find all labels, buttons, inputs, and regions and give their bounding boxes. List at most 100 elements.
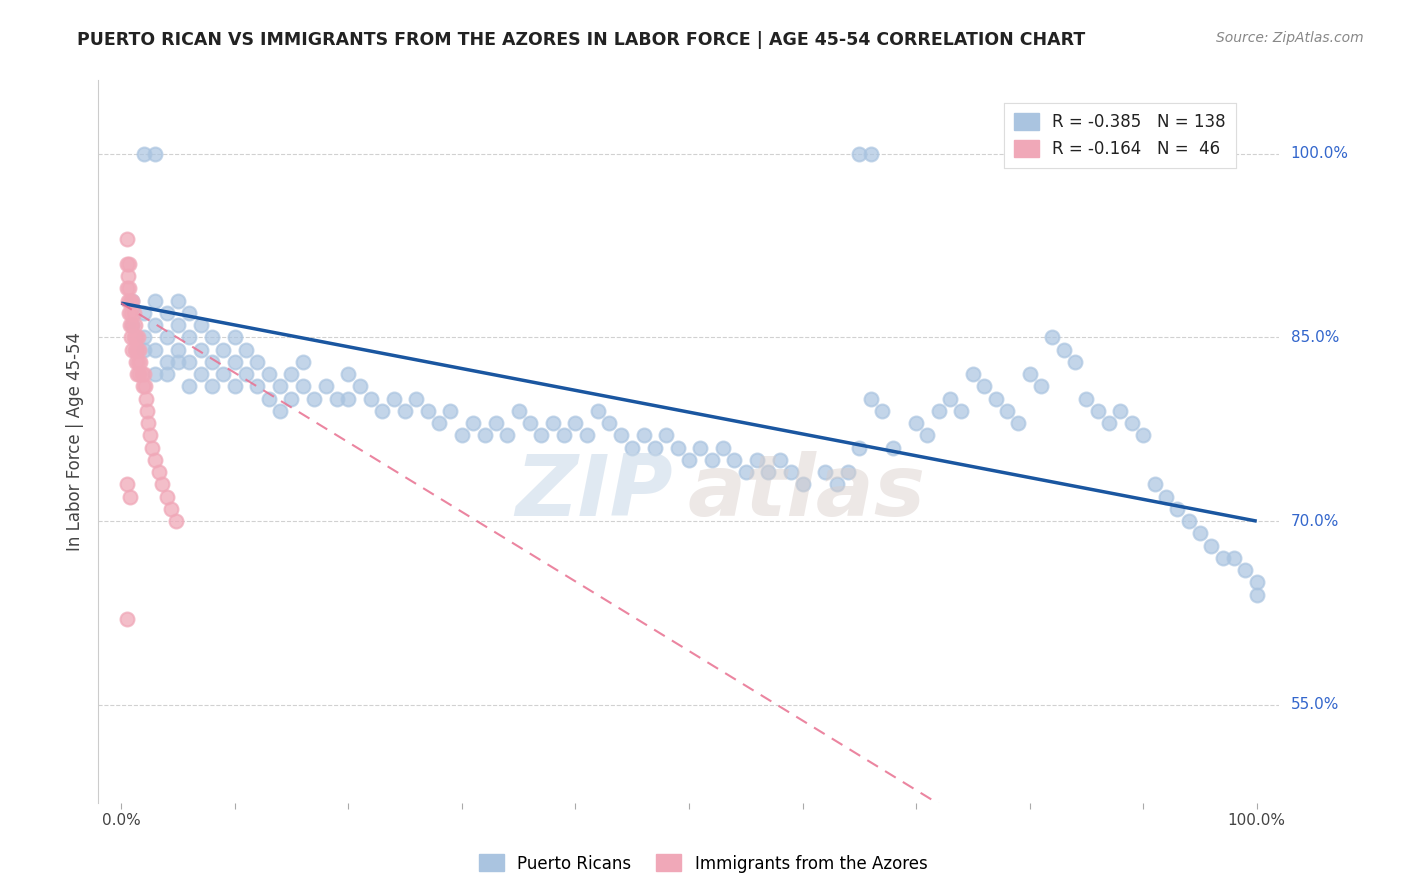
Point <box>859 146 882 161</box>
Point <box>1246 575 1268 590</box>
Point <box>326 392 349 406</box>
Point <box>132 379 155 393</box>
Point <box>450 428 472 442</box>
Point <box>122 306 145 320</box>
Point <box>121 293 143 308</box>
Point <box>129 355 152 369</box>
Text: ZIP: ZIP <box>516 450 673 533</box>
Point <box>598 416 620 430</box>
Point <box>155 367 177 381</box>
Point <box>1188 526 1211 541</box>
Point <box>1223 550 1246 565</box>
Point <box>917 428 939 442</box>
Point <box>586 404 609 418</box>
Point <box>382 392 405 406</box>
Point <box>224 379 246 393</box>
Point <box>939 392 962 406</box>
Point <box>427 416 450 430</box>
Point <box>485 416 508 430</box>
Point <box>235 343 257 357</box>
Point <box>125 355 148 369</box>
Point <box>689 441 711 455</box>
Point <box>825 477 848 491</box>
Point <box>128 343 150 357</box>
Point <box>120 330 142 344</box>
Point <box>984 392 1007 406</box>
Point <box>235 367 257 381</box>
Point <box>167 343 190 357</box>
Point <box>973 379 995 393</box>
Point <box>1132 428 1154 442</box>
Point <box>337 367 360 381</box>
Point <box>143 453 166 467</box>
Point <box>1201 539 1223 553</box>
Point <box>621 441 644 455</box>
Point <box>405 392 427 406</box>
Point <box>115 477 138 491</box>
Point <box>124 318 146 333</box>
Point <box>246 355 269 369</box>
Point <box>519 416 541 430</box>
Point <box>848 441 870 455</box>
Point <box>136 404 159 418</box>
Text: PUERTO RICAN VS IMMIGRANTS FROM THE AZORES IN LABOR FORCE | AGE 45-54 CORRELATIO: PUERTO RICAN VS IMMIGRANTS FROM THE AZOR… <box>77 31 1085 49</box>
Text: Source: ZipAtlas.com: Source: ZipAtlas.com <box>1216 31 1364 45</box>
Point <box>246 379 269 393</box>
Point <box>666 441 689 455</box>
Point <box>138 416 160 430</box>
Point <box>131 367 153 381</box>
Point <box>143 146 166 161</box>
Point <box>120 293 142 308</box>
Point <box>150 477 173 491</box>
Point <box>201 355 224 369</box>
Point <box>179 330 201 344</box>
Point <box>148 465 170 479</box>
Point <box>1007 416 1029 430</box>
Point <box>644 441 666 455</box>
Point <box>132 306 155 320</box>
Point <box>439 404 461 418</box>
Point <box>143 318 166 333</box>
Legend: Puerto Ricans, Immigrants from the Azores: Puerto Ricans, Immigrants from the Azore… <box>472 847 934 880</box>
Point <box>882 441 904 455</box>
Point <box>315 379 337 393</box>
Y-axis label: In Labor Force | Age 45-54: In Labor Force | Age 45-54 <box>66 332 84 551</box>
Point <box>201 379 224 393</box>
Point <box>167 293 190 308</box>
Point <box>962 367 984 381</box>
Point <box>678 453 700 467</box>
Point <box>1018 367 1040 381</box>
Point <box>859 392 882 406</box>
Point <box>1177 514 1199 528</box>
Point <box>143 293 166 308</box>
Point <box>928 404 950 418</box>
Text: 55.0%: 55.0% <box>1291 698 1339 713</box>
Point <box>1029 379 1052 393</box>
Point <box>121 293 143 308</box>
Point <box>360 392 382 406</box>
Point <box>575 428 598 442</box>
Point <box>1098 416 1121 430</box>
Point <box>1234 563 1257 577</box>
Point <box>700 453 723 467</box>
Point <box>132 330 155 344</box>
Point <box>134 379 156 393</box>
Point <box>165 514 187 528</box>
Point <box>143 367 166 381</box>
Point <box>1212 550 1234 565</box>
Point <box>179 306 201 320</box>
Point <box>224 355 246 369</box>
Point <box>115 281 138 295</box>
Point <box>349 379 371 393</box>
Point <box>291 379 314 393</box>
Point <box>141 441 163 455</box>
Point <box>121 318 143 333</box>
Point <box>1143 477 1166 491</box>
Point <box>124 343 146 357</box>
Point <box>1154 490 1177 504</box>
Point <box>870 404 893 418</box>
Point <box>128 367 150 381</box>
Point <box>143 343 166 357</box>
Point <box>155 355 177 369</box>
Point <box>610 428 633 442</box>
